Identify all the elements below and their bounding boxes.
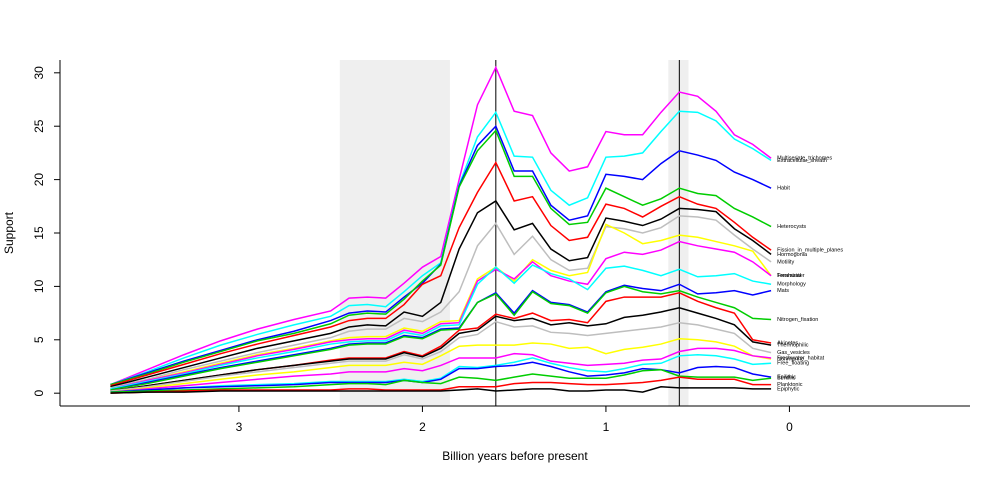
- y-tick-label: 25: [32, 119, 46, 133]
- series-line: [110, 320, 772, 392]
- x-tick-label: 0: [786, 420, 793, 434]
- series-label: Nonmarine: [777, 356, 804, 362]
- series-line: [110, 264, 772, 390]
- y-tick-label: 20: [32, 173, 46, 187]
- y-tick-label: 15: [32, 226, 46, 240]
- series-line: [110, 347, 772, 393]
- series-label: Akinetes: [777, 340, 798, 346]
- series-line: [110, 240, 772, 390]
- series-label: Heterocysts: [777, 224, 806, 230]
- series-label: Epilithic: [777, 375, 796, 381]
- x-tick-label: 3: [236, 420, 243, 434]
- series-label: Extracellular_sheath: [777, 158, 827, 164]
- y-tick-label: 0: [32, 390, 46, 397]
- series-label: Freshwater_habitat: [777, 355, 825, 361]
- series-line: [110, 376, 772, 394]
- series-label: Free_floating: [777, 361, 809, 367]
- series-label: Terrestrial: [777, 273, 801, 279]
- series-label: Gas_vesicles: [777, 350, 810, 356]
- series-line: [110, 353, 772, 393]
- x-axis-label: Billion years before present: [442, 449, 588, 463]
- y-tick-label: 10: [32, 279, 46, 293]
- series-label: Mats: [777, 288, 789, 294]
- series-label: Planktonic: [777, 382, 803, 388]
- y-axis-label: Support: [2, 211, 16, 254]
- series-label: Habit: [777, 186, 790, 192]
- series-line: [110, 129, 772, 386]
- series-line: [110, 368, 772, 393]
- x-tick-label: 1: [603, 420, 610, 434]
- series-line: [110, 199, 772, 388]
- series-label: Nitrogen_fixation: [777, 317, 818, 323]
- series-label: Freshwater: [777, 273, 805, 279]
- series-line: [110, 110, 772, 386]
- series-line: [110, 124, 772, 386]
- series-label: Thermophilic: [777, 343, 809, 349]
- series-label: Morphology: [777, 282, 806, 288]
- series-label: Epiphytic: [777, 386, 800, 392]
- series-line: [110, 285, 772, 391]
- series-label: Motility: [777, 259, 794, 265]
- series-line: [110, 283, 772, 391]
- series-label: Multiseriate_trichomes: [777, 156, 832, 162]
- y-tick-label: 5: [32, 336, 46, 343]
- shaded-range: [339, 60, 450, 406]
- series-line: [110, 386, 772, 394]
- series-label: Fission_in_multiple_planes: [777, 248, 843, 254]
- series-line: [110, 65, 772, 386]
- y-tick-label: 30: [32, 66, 46, 80]
- series-line: [110, 361, 772, 393]
- series-label: Benthic: [777, 376, 796, 382]
- series-label: Hormogonia: [777, 252, 808, 258]
- series-line: [110, 215, 772, 389]
- series-line: [110, 306, 772, 392]
- series-line: [110, 160, 772, 387]
- x-tick-label: 2: [419, 420, 426, 434]
- series-line: [110, 337, 772, 393]
- shaded-range: [668, 60, 689, 406]
